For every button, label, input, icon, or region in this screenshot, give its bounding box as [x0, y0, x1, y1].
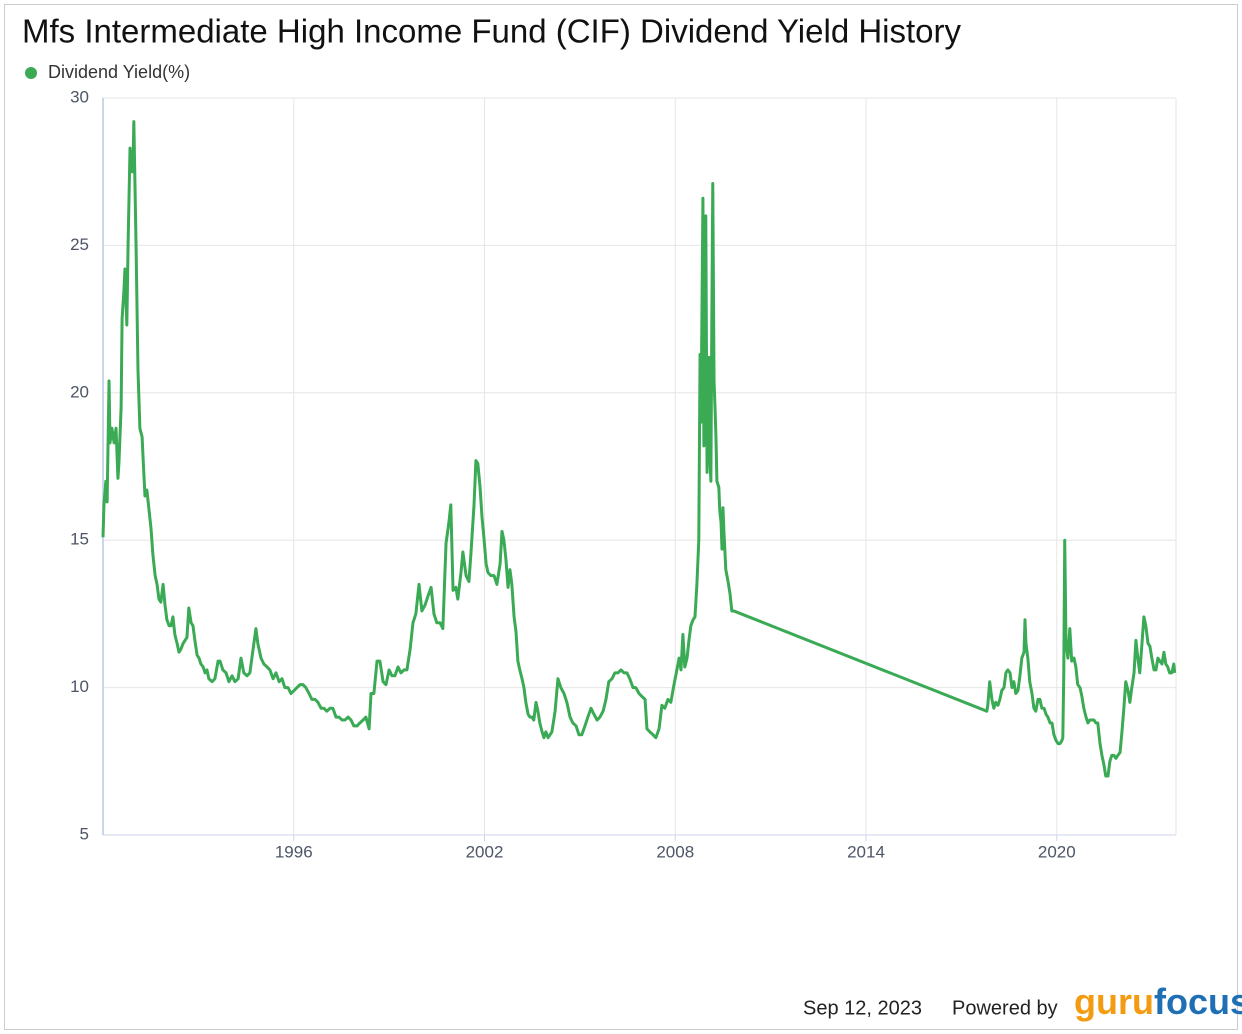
footer-date: Sep 12, 2023 [803, 997, 922, 1019]
y-tick-label: 30 [70, 87, 89, 106]
logo-guru-text: guru [1074, 981, 1154, 1022]
frame [4, 4, 1238, 1030]
x-tick-label: 2014 [847, 842, 885, 861]
plot-area: 5 10 15 20 25 30 1996 2002 2008 2014 2020 [70, 87, 1177, 861]
y-tick-label: 5 [80, 824, 89, 843]
series-line [101, 120, 1177, 778]
x-tick-label: 2002 [466, 842, 504, 861]
y-tick-label: 10 [70, 677, 89, 696]
footer-powered-by: Powered by [952, 997, 1058, 1019]
y-tick-label: 20 [70, 382, 89, 401]
chart-title: Mfs Intermediate High Income Fund (CIF) … [22, 13, 962, 50]
logo-focus-text: focus [1154, 981, 1242, 1022]
x-tick-label: 2008 [656, 842, 694, 861]
legend-label: Dividend Yield(%) [48, 62, 190, 82]
x-tick-label: 1996 [275, 842, 313, 861]
x-tick-label: 2020 [1038, 842, 1076, 861]
logo-guru: gurufocus [1074, 981, 1242, 1022]
y-tick-label: 15 [70, 530, 89, 549]
y-tick-label: 25 [70, 235, 89, 254]
legend-marker [25, 67, 37, 79]
